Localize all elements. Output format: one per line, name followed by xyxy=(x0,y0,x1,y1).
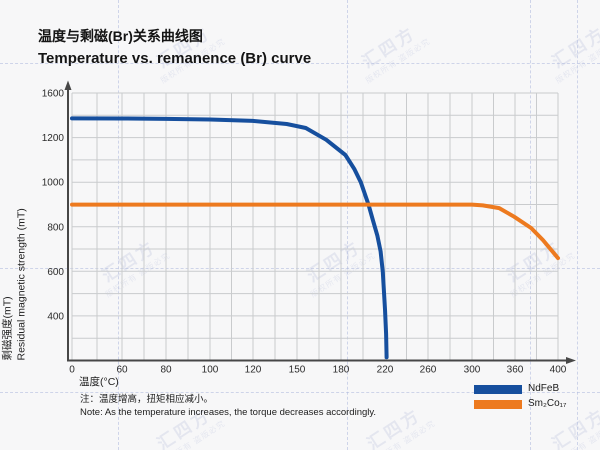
y-tick-label: 1600 xyxy=(42,89,65,100)
x-tick-label: 180 xyxy=(333,365,350,376)
legend-label-smco: Sm₂Co₁₇ xyxy=(528,398,567,409)
sm2co17-curve xyxy=(70,202,560,261)
footnote: 注：温度增高，扭矩相应减小。 Note: As the temperature … xyxy=(80,394,376,419)
footnote-english: Note: As the temperature increases, the … xyxy=(80,406,377,418)
y-tick-label: 800 xyxy=(47,222,64,233)
x-tick-label: 260 xyxy=(420,365,437,376)
footnote-chinese: 注：温度增高，扭矩相应减小。 xyxy=(80,394,214,405)
y-axis-title-english: Residual magnetic strength (mT) xyxy=(15,207,28,360)
x-tick-label: 400 xyxy=(550,365,567,376)
y-tick-label: 600 xyxy=(47,267,64,278)
x-axis-arrow xyxy=(566,357,576,364)
x-tick-label: 100 xyxy=(202,365,219,376)
x-tick-label: 120 xyxy=(245,365,262,376)
x-tick-label: 60 xyxy=(116,365,128,376)
smco-color-swatch xyxy=(474,399,522,409)
y-tick-label: 400 xyxy=(47,312,64,323)
x-tick-label: 0 xyxy=(69,365,75,376)
x-tick-label: 80 xyxy=(160,365,172,376)
x-tick-label: 150 xyxy=(289,365,306,376)
y-axis-arrow xyxy=(64,80,72,90)
legend-item-smco: Sm₂Co₁₇ xyxy=(474,397,566,411)
x-tick-label: 220 xyxy=(377,365,394,376)
page-title-chinese: 温度与剩磁(Br)关系曲线图 xyxy=(38,28,203,44)
legend-label-ndfeb: NdFeB xyxy=(528,383,560,394)
x-tick-label: 360 xyxy=(507,365,524,376)
x-axis-title: 温度(°C) xyxy=(79,376,119,388)
ndfeb-curve xyxy=(70,116,389,360)
x-tick-label: 300 xyxy=(464,365,481,376)
page-title-english: Temperature vs. remanence (Br) curve xyxy=(38,50,312,67)
legend-item-ndfeb: NdFeB xyxy=(474,382,566,396)
y-tick-label: 1200 xyxy=(42,133,65,144)
ndfeb-color-swatch xyxy=(474,384,522,394)
legend: NdFeB Sm₂Co₁₇ xyxy=(474,382,566,412)
y-tick-label: 1000 xyxy=(42,178,65,189)
y-axis-title-chinese: 剩磁强度(mT) xyxy=(1,295,14,360)
